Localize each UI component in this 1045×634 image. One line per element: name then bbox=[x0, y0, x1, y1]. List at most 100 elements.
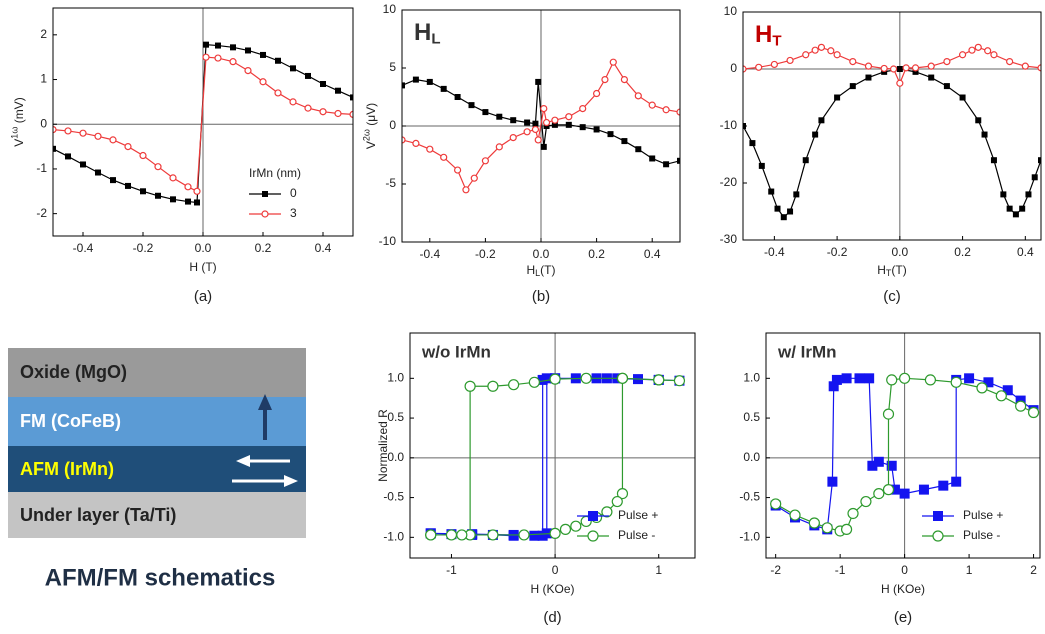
data-point bbox=[464, 380, 476, 392]
data-point bbox=[601, 75, 609, 84]
x-tick-label: -0.4 bbox=[73, 241, 94, 255]
data-point bbox=[864, 62, 873, 70]
data-point bbox=[616, 488, 629, 500]
x-axis-label-base: H bbox=[877, 263, 886, 277]
data-point bbox=[425, 529, 437, 541]
data-point bbox=[456, 529, 468, 541]
data-point bbox=[865, 74, 872, 81]
data-point bbox=[155, 192, 161, 199]
data-point bbox=[849, 57, 857, 66]
panel-label: (d) bbox=[543, 609, 561, 626]
panel-title: w/ IrMn bbox=[777, 342, 837, 361]
data-point bbox=[541, 373, 552, 384]
data-point bbox=[827, 47, 835, 55]
data-point bbox=[755, 63, 763, 71]
data-point bbox=[53, 126, 57, 134]
data-point bbox=[1019, 205, 1026, 212]
data-point bbox=[274, 89, 282, 97]
x-tick-label: -0.2 bbox=[475, 247, 496, 261]
data-point bbox=[230, 44, 236, 51]
x-tick-label: -2 bbox=[770, 563, 781, 577]
data-point bbox=[899, 372, 911, 384]
data-point bbox=[821, 522, 833, 534]
data-point bbox=[860, 495, 872, 508]
x-tick-label: 1 bbox=[966, 563, 973, 577]
data-point bbox=[580, 372, 592, 384]
data-point bbox=[983, 377, 994, 388]
data-point bbox=[924, 374, 937, 386]
data-point bbox=[496, 113, 503, 120]
data-point bbox=[834, 94, 841, 101]
plot-data bbox=[743, 43, 1041, 221]
data-point bbox=[454, 94, 461, 100]
data-point bbox=[214, 54, 222, 62]
data-point bbox=[481, 157, 489, 165]
y-tick-label: 0.0 bbox=[387, 450, 404, 464]
x-tick-label: 0.4 bbox=[315, 241, 332, 255]
y-tick-label: -10 bbox=[379, 234, 397, 248]
data-point bbox=[518, 529, 530, 541]
data-point bbox=[170, 196, 176, 203]
data-point bbox=[786, 56, 794, 65]
y-axis-label-base: V bbox=[12, 139, 26, 147]
x-tick-label: -0.4 bbox=[764, 245, 785, 259]
data-point bbox=[229, 58, 237, 66]
data-point bbox=[873, 456, 884, 467]
data-point bbox=[847, 507, 859, 520]
panel-title: HT bbox=[755, 21, 782, 49]
data-point bbox=[540, 143, 547, 150]
data-point bbox=[673, 375, 686, 387]
data-point bbox=[951, 476, 962, 487]
data-point bbox=[551, 116, 559, 124]
plot-data bbox=[770, 372, 1040, 537]
data-point bbox=[841, 373, 852, 384]
data-point bbox=[787, 208, 794, 215]
legend-label: Pulse + bbox=[963, 508, 1003, 522]
plot-data bbox=[53, 41, 353, 206]
data-point bbox=[454, 166, 462, 174]
data-point bbox=[193, 187, 201, 195]
y-axis-label-sup: 1ω bbox=[10, 127, 20, 139]
data-point bbox=[124, 142, 132, 151]
x-tick-label: 0.0 bbox=[195, 241, 212, 255]
data-point bbox=[676, 108, 680, 116]
x-tick-label: -0.4 bbox=[419, 247, 440, 261]
data-point bbox=[559, 523, 572, 535]
data-point bbox=[79, 129, 87, 137]
x-tick-label: 0.2 bbox=[588, 247, 605, 261]
x-tick-label: -0.2 bbox=[827, 245, 848, 259]
y-tick-label: 1.0 bbox=[387, 370, 404, 384]
data-point bbox=[1006, 205, 1013, 212]
panel-label: (a) bbox=[194, 288, 212, 305]
data-point bbox=[882, 484, 895, 496]
data-point bbox=[334, 109, 342, 118]
layer-label: FM (CoFeB) bbox=[20, 411, 121, 431]
data-point bbox=[184, 183, 192, 191]
data-point bbox=[928, 74, 935, 81]
data-point bbox=[215, 42, 221, 49]
data-point bbox=[65, 153, 71, 160]
data-point bbox=[579, 104, 587, 113]
data-point bbox=[531, 125, 540, 134]
y-tick-label: -1.0 bbox=[383, 530, 404, 544]
data-point bbox=[812, 131, 819, 138]
data-point bbox=[440, 85, 447, 92]
data-point bbox=[896, 79, 904, 87]
y-axis-label-base: V bbox=[364, 141, 378, 149]
data-point bbox=[426, 78, 433, 85]
data-point bbox=[139, 151, 147, 160]
data-point bbox=[350, 94, 353, 101]
data-point bbox=[510, 117, 517, 124]
data-point bbox=[840, 523, 853, 535]
data-point bbox=[974, 43, 982, 51]
data-point bbox=[1037, 64, 1041, 72]
x-tick-label: 2 bbox=[1030, 563, 1037, 577]
data-point bbox=[653, 374, 665, 386]
data-point bbox=[912, 68, 919, 75]
data-point bbox=[349, 110, 353, 118]
data-point bbox=[1027, 406, 1040, 419]
y-axis-label-unit: (μV) bbox=[364, 103, 378, 129]
